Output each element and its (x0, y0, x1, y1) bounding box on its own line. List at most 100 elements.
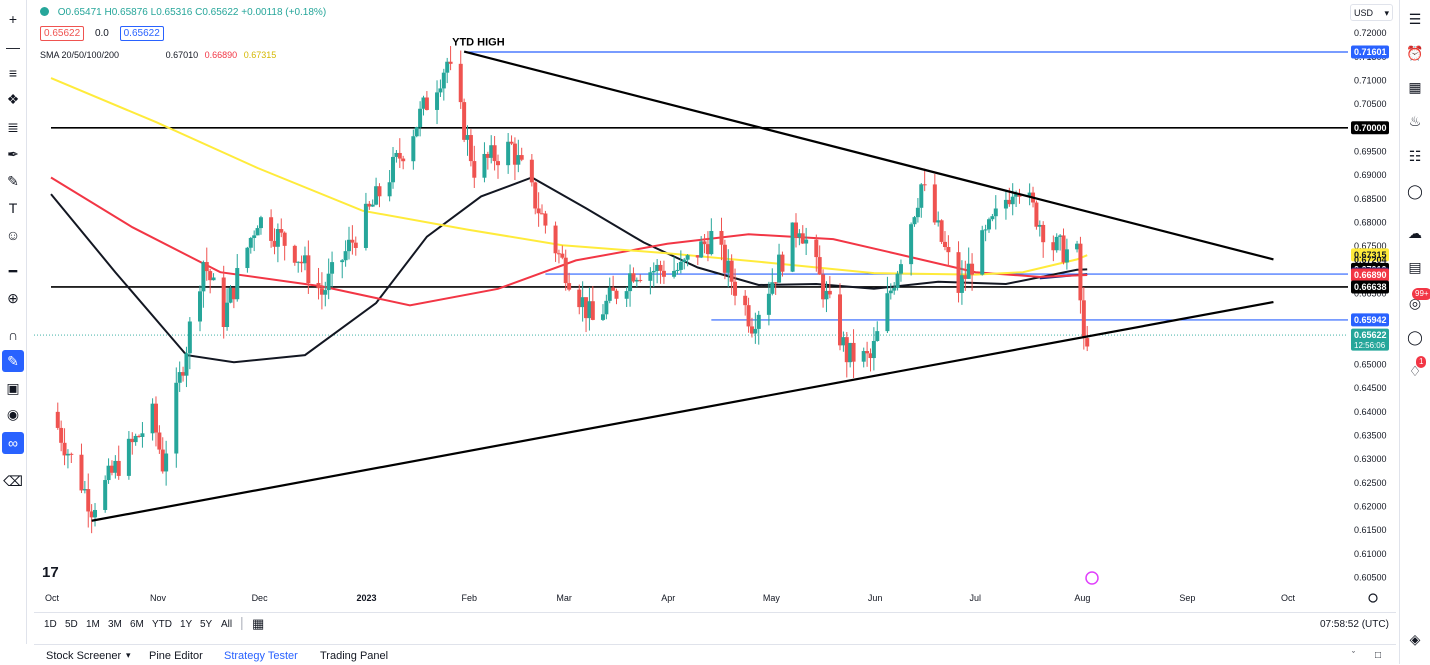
candle-body (804, 239, 809, 244)
trendlines[interactable]: YTD HIGH (91, 37, 1274, 522)
tab-strategy-tester[interactable]: Strategy Tester (224, 650, 298, 662)
watchlist-icon[interactable]: ☰ (1408, 10, 1422, 27)
maximize-icon[interactable]: □ (1375, 650, 1382, 661)
candle-body (1054, 236, 1059, 251)
candle-body (1078, 243, 1083, 301)
price-chart[interactable]: YTD HIGH 0.720000.715000.710000.705000.7… (34, 0, 1396, 612)
settings-gear-icon[interactable] (1368, 593, 1378, 603)
tab-pine-editor[interactable]: Pine Editor (149, 650, 203, 662)
chevron-up-icon[interactable]: ˇ (1352, 650, 1355, 660)
range-1y[interactable]: 1Y (180, 619, 193, 630)
ruler-icon[interactable]: ━ (8, 262, 18, 279)
candle-body (753, 328, 758, 334)
range-ytd[interactable]: YTD (152, 619, 172, 630)
candle-body (1041, 224, 1046, 243)
trash-icon[interactable]: ⌫ (3, 472, 23, 489)
candle-body (279, 229, 284, 233)
trendline[interactable] (463, 50, 1274, 261)
alarm-clock-icon[interactable]: ⏰ (1406, 44, 1424, 61)
candle-body (851, 342, 856, 362)
x-tick-label: Sep (1179, 593, 1195, 603)
emoji-icon[interactable]: ☺ (5, 227, 21, 243)
candle-body (106, 465, 111, 481)
candle-body (672, 270, 677, 277)
utc-clock[interactable]: 07:58:52 (UTC) (1320, 619, 1389, 630)
buy-button[interactable]: 0.65622 (119, 26, 164, 41)
trendline[interactable] (91, 300, 1274, 522)
calendar-icon[interactable]: ☷ (1408, 147, 1422, 164)
candle-body (472, 161, 477, 178)
candle-body (770, 282, 775, 294)
hotlist-fire-icon[interactable]: ♨ (1408, 112, 1422, 129)
range-all[interactable]: All (221, 619, 233, 630)
crosshair-icon[interactable]: + (8, 11, 18, 27)
broadcast-icon[interactable]: ◯ (1407, 328, 1423, 345)
range-5d[interactable]: 5D (65, 619, 78, 630)
candle-body (326, 273, 331, 291)
y-tick-label: 0.63500 (1354, 431, 1387, 441)
candle-body (651, 270, 656, 273)
candle-body (638, 279, 643, 281)
candle-body (983, 229, 988, 231)
range-3m[interactable]: 3M (108, 619, 122, 630)
candle-body (773, 282, 778, 284)
sma-value-200: 0.67315 (243, 50, 277, 60)
magnet-icon[interactable]: ∩ (7, 327, 19, 343)
candle-body (462, 102, 467, 140)
zoom-in-icon[interactable]: ⊕ (7, 289, 19, 306)
candle-body (648, 272, 653, 281)
candle-body (323, 290, 328, 295)
range-1d[interactable]: 1D (44, 619, 57, 630)
candle-body (343, 251, 348, 261)
range-5y[interactable]: 5Y (200, 619, 213, 630)
ideas-bulb-icon[interactable]: ◯ (1407, 182, 1423, 199)
candle-body (489, 145, 494, 158)
chevron-down-icon[interactable]: ▾ (126, 650, 131, 660)
fib-tool-icon[interactable]: ≡ (8, 65, 18, 81)
sell-button[interactable]: 0.65622 (40, 26, 85, 41)
candle-body (702, 241, 707, 245)
eye-icon[interactable]: ◉ (6, 405, 20, 422)
pen-icon[interactable]: ✎ (7, 172, 19, 189)
link-icon[interactable]: ∞ (2, 432, 24, 454)
date-range-calendar-icon[interactable]: ▦ (252, 616, 265, 631)
lock-icon[interactable]: ▣ (6, 379, 20, 396)
candle-body (1085, 338, 1090, 347)
candle-body (137, 435, 142, 437)
candle-body (397, 152, 402, 159)
tradingview-logo[interactable]: 17 (42, 564, 59, 581)
tab-trading-panel[interactable]: Trading Panel (320, 650, 389, 662)
layers-icon[interactable]: ◈ (1409, 630, 1421, 647)
notification-count-badge: 1 (1416, 356, 1427, 368)
data-window-icon[interactable]: ▦ (1408, 78, 1422, 95)
x-tick-label: 2023 (357, 593, 377, 603)
candle-body (1034, 202, 1039, 227)
tab-stock-screener[interactable]: Stock Screener (46, 650, 122, 662)
brush-icon[interactable]: ✒ (7, 145, 19, 162)
sma-legend[interactable]: SMA 20/50/100/200 0.67010 0.66890 0.6731… (40, 50, 276, 60)
pattern-tool-icon[interactable]: ❖ (6, 90, 20, 107)
range-6m[interactable]: 6M (130, 619, 144, 630)
chat-icon[interactable]: ▤ (1408, 258, 1422, 275)
y-tick-label: 0.61000 (1354, 549, 1387, 559)
text-tool-icon[interactable]: T (8, 200, 18, 216)
event-flash-icon[interactable] (1085, 571, 1099, 585)
y-tick-label: 0.69500 (1354, 146, 1387, 156)
candle-body (401, 158, 406, 162)
candle-body (391, 156, 396, 183)
y-tick-label: 0.60500 (1354, 573, 1387, 583)
stay-in-drawing-icon[interactable]: ✎ (2, 350, 24, 372)
candle-body (631, 273, 636, 282)
candle-body (197, 291, 202, 322)
candle-body (113, 460, 118, 473)
candle-body (269, 217, 274, 241)
forecast-tool-icon[interactable]: ≣ (7, 118, 19, 135)
streams-icon[interactable]: ☁ (1408, 224, 1422, 241)
candle-body (296, 261, 301, 263)
range-1m[interactable]: 1M (86, 619, 100, 630)
y-tick-label: 0.68500 (1354, 194, 1387, 204)
trendline-tool-icon[interactable]: — (6, 39, 20, 55)
chart-misc: 17 (42, 564, 1378, 603)
currency-selector[interactable]: USD ▾ (1350, 4, 1393, 21)
price-label-box (1351, 280, 1389, 294)
